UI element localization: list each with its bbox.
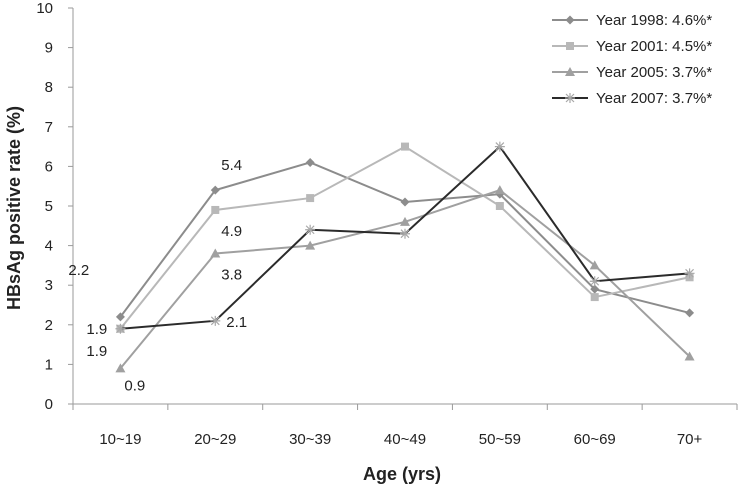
y-tick-label: 2: [45, 317, 53, 334]
y-tick-label: 5: [45, 198, 53, 215]
x-tick-label: 40~49: [384, 431, 426, 448]
x-tick-label: 50~59: [479, 431, 521, 448]
data-labels: 2.2 5.4 1.9 4.9 0.9 3.8 1.9 2.1: [68, 157, 247, 394]
data-label: 3.8: [221, 267, 242, 284]
data-label: 4.9: [221, 223, 242, 240]
legend: Year 1998: 4.6%* Year 2001: 4.5%* Year 200…: [552, 12, 712, 107]
data-point: [400, 228, 410, 239]
data-point: [589, 260, 600, 270]
y-tick-label: 4: [45, 238, 53, 255]
data-label: 0.9: [124, 377, 145, 394]
y-tick-label: 8: [45, 79, 53, 96]
legend-marker: [565, 93, 575, 103]
x-tick-label: 20~29: [194, 431, 236, 448]
data-point: [210, 248, 221, 258]
y-tick-label: 9: [45, 40, 53, 57]
data-point: [590, 293, 599, 302]
data-point: [210, 185, 220, 195]
legend-item: Year 2001: 4.5%*: [552, 38, 712, 55]
data-point: [684, 268, 695, 279]
data-point: [400, 216, 410, 226]
legend-item: Year 1998: 4.6%*: [552, 12, 712, 29]
legend-marker: [565, 67, 575, 76]
data-point: [685, 308, 695, 318]
data-point: [589, 276, 600, 287]
series-2: [115, 185, 695, 373]
data-label: 5.4: [221, 157, 242, 174]
legend-label: Year 2001: 4.5%*: [596, 38, 712, 55]
data-point: [115, 312, 125, 322]
series-layer: [115, 141, 695, 373]
data-point: [495, 202, 504, 210]
y-axis-title: HBsAg positive rate (%): [4, 106, 24, 310]
y-tick-label: 7: [45, 119, 53, 136]
x-axis: 10~19 20~29 30~39 40~49 50~59 60~69 70+: [72, 403, 738, 448]
y-axis: 0 1 2 3 4 5 6 7 8 9 10: [36, 0, 74, 413]
data-point: [115, 323, 126, 334]
data-point: [306, 194, 315, 203]
data-label: 2.2: [68, 262, 89, 279]
y-tick-label: 3: [45, 277, 53, 294]
data-point: [305, 240, 316, 250]
data-label: 1.9: [86, 321, 107, 338]
legend-marker: [565, 15, 575, 25]
y-tick-label: 6: [45, 158, 53, 175]
x-tick-label: 60~69: [574, 431, 616, 448]
data-label: 1.9: [86, 343, 107, 360]
data-point: [305, 224, 316, 235]
series-3: [115, 141, 695, 334]
data-point: [494, 141, 505, 152]
data-point: [305, 157, 315, 167]
x-axis-title: Age (yrs): [363, 464, 441, 484]
data-point: [494, 185, 505, 195]
legend-marker: [566, 42, 574, 50]
series-0: [115, 157, 695, 322]
y-tick-label: 0: [45, 396, 53, 413]
legend-item: Year 2005: 3.7%*: [552, 64, 712, 81]
data-point: [590, 284, 600, 294]
data-point: [400, 197, 410, 207]
x-tick-label: 30~39: [289, 431, 331, 448]
data-point: [210, 315, 221, 326]
data-point: [211, 205, 220, 214]
legend-label: Year 1998: 4.6%*: [596, 12, 712, 29]
y-tick-label: 10: [36, 0, 53, 17]
x-tick-label: 70+: [677, 431, 703, 448]
data-label: 2.1: [226, 314, 247, 331]
data-point: [684, 351, 695, 361]
data-point: [401, 142, 409, 151]
legend-label: Year 2005: 3.7%*: [596, 64, 712, 81]
y-tick-label: 1: [45, 356, 53, 373]
data-point: [115, 363, 126, 373]
legend-item: Year 2007: 3.7%*: [552, 90, 712, 107]
x-tick-label: 10~19: [99, 431, 141, 448]
legend-label: Year 2007: 3.7%*: [596, 90, 712, 107]
series-line: [119, 161, 690, 318]
